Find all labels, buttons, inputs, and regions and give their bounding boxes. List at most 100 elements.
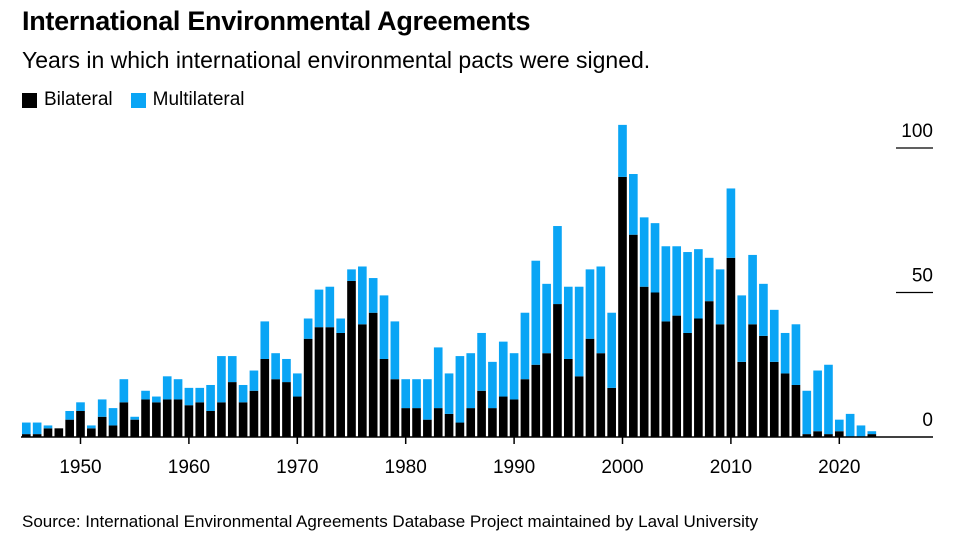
bar-multilateral-2011 [737,295,747,362]
y-tick-label-0: 0 [922,410,933,431]
bar-multilateral-1975 [347,269,356,281]
bar-multilateral-1974 [336,318,345,333]
bar-bilateral-1982 [423,419,432,437]
bar-bilateral-1977 [368,312,378,437]
bar-bilateral-1987 [477,390,486,437]
bar-multilateral-1946 [32,422,42,435]
y-tick-label-100: 100 [901,121,933,142]
bar-multilateral-1951 [87,425,96,429]
bar-bilateral-1956 [141,399,150,437]
bar-bilateral-1994 [553,304,562,437]
bar-bilateral-2005 [672,315,682,437]
bar-multilateral-1960 [184,387,194,406]
bar-bilateral-1993 [542,353,551,437]
bar-bilateral-1970 [292,396,302,437]
bar-multilateral-1983 [433,347,443,409]
bar-bilateral-1972 [314,327,324,437]
bar-multilateral-1969 [282,358,291,383]
bar-bilateral-2001 [629,234,638,437]
bar-bilateral-1974 [336,332,345,437]
bar-multilateral-2001 [629,174,638,235]
bar-bilateral-1950 [76,410,85,437]
bar-multilateral-1978 [379,295,389,359]
bar-bilateral-1979 [390,379,400,437]
bar-bilateral-1990 [509,399,519,437]
bar-multilateral-2021 [845,413,855,437]
chart-subtitle: Years in which international environment… [22,47,651,73]
legend-swatch-multilateral [130,92,146,108]
legend-item-bilateral: Bilateral [22,89,113,111]
bar-bilateral-2012 [748,324,757,437]
bar-multilateral-1979 [390,321,400,380]
bar-bilateral-1975 [347,280,356,437]
chart-title: International Environmental Agreements [22,6,531,36]
bar-bilateral-1961 [195,402,205,437]
bar-multilateral-1980 [401,379,411,409]
bar-multilateral-1959 [173,379,183,400]
x-tick-label-1950: 1950 [59,457,101,478]
bar-bilateral-2019 [824,434,833,437]
bar-multilateral-2023 [867,431,877,435]
bar-bilateral-1966 [249,390,259,437]
bar-multilateral-2002 [639,217,649,287]
bar-multilateral-2015 [780,332,790,374]
bar-bilateral-1948 [54,428,64,437]
bar-multilateral-1984 [444,373,454,414]
bar-multilateral-2012 [748,254,757,325]
x-tick-label-2010: 2010 [710,457,752,478]
bar-multilateral-1985 [455,356,465,423]
bar-multilateral-1963 [217,356,226,403]
bar-multilateral-1964 [227,356,237,383]
bar-bilateral-2010 [726,257,736,437]
bar-bilateral-1984 [444,413,454,437]
bar-bilateral-1967 [260,358,270,437]
bar-bilateral-2002 [639,286,649,437]
bar-multilateral-1956 [141,390,150,400]
bar-multilateral-1955 [130,416,140,420]
bar-multilateral-2013 [759,283,768,336]
bar-bilateral-1945 [21,434,31,437]
bar-multilateral-2006 [683,252,692,333]
legend: Bilateral Multilateral [22,89,263,111]
bar-bilateral-1991 [520,379,530,437]
bar-bilateral-2007 [694,318,703,437]
y-axis: 0 50 100 [896,121,933,431]
bar-bilateral-2020 [834,431,844,437]
bar-bilateral-2003 [650,292,660,437]
bar-bilateral-1997 [585,338,595,437]
bar-multilateral-1971 [303,318,313,339]
bar-bilateral-2008 [704,301,714,437]
bar-multilateral-1947 [43,425,53,429]
bar-multilateral-1998 [596,266,606,354]
bar-multilateral-1952 [97,399,107,417]
bar-bilateral-1963 [217,402,226,437]
bar-multilateral-1977 [368,278,378,313]
y-tick-label-50: 50 [912,266,933,287]
bar-multilateral-1965 [238,384,248,403]
bar-bilateral-1999 [607,387,616,437]
source-note: Source: International Environmental Agre… [22,512,759,531]
bar-bilateral-2006 [683,332,692,437]
bar-bilateral-1973 [325,327,335,437]
bar-bilateral-1971 [303,338,313,437]
bar-multilateral-2016 [791,324,801,385]
bar-multilateral-2019 [824,364,833,435]
bar-multilateral-2022 [856,425,866,437]
bar-bilateral-1953 [108,425,118,437]
bar-multilateral-1997 [585,269,595,339]
bar-multilateral-2007 [694,249,703,319]
bar-bilateral-1978 [379,358,389,437]
bar-multilateral-2018 [813,370,822,432]
bar-bilateral-1965 [238,402,248,437]
bar-bilateral-1957 [152,402,161,437]
bar-multilateral-1990 [509,353,519,400]
bar-multilateral-1999 [607,312,616,388]
bar-bilateral-1958 [162,399,172,437]
bar-bilateral-2017 [802,434,812,437]
bar-multilateral-1972 [314,289,324,328]
bar-bilateral-1964 [227,382,237,437]
bar-bilateral-1949 [65,419,74,437]
bar-bilateral-2013 [759,335,768,437]
x-axis: 1950 1960 1970 1980 1990 2000 2010 2020 [21,436,933,478]
